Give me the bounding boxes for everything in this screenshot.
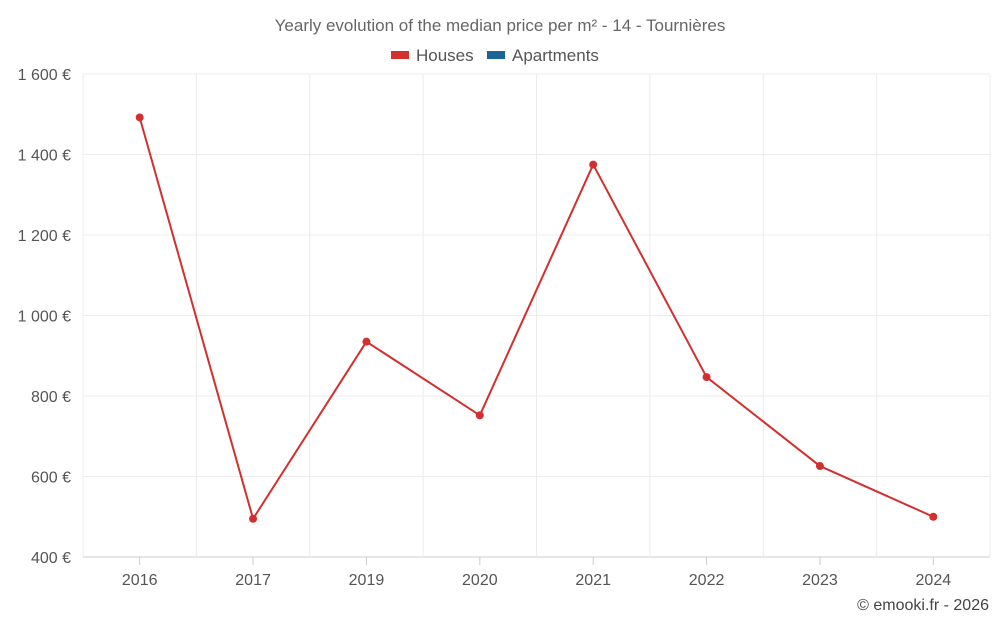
- chart-title: Yearly evolution of the median price per…: [275, 16, 726, 35]
- legend-swatch-apartments: [487, 51, 505, 59]
- data-point-2021[interactable]: [589, 160, 598, 169]
- legend-item-houses[interactable]: Houses: [391, 46, 474, 65]
- legend: Houses Apartments: [391, 46, 599, 65]
- y-tick-label: 800 €: [31, 389, 71, 406]
- y-tick-label: 1 600 €: [18, 67, 71, 84]
- x-tick-label: 2019: [349, 572, 385, 589]
- grid: [82, 73, 991, 558]
- legend-item-apartments[interactable]: Apartments: [487, 46, 599, 65]
- y-tick-label: 400 €: [31, 550, 71, 567]
- y-tick-label: 1 000 €: [18, 309, 71, 326]
- y-tick-label: 1 200 €: [18, 228, 71, 245]
- data-point-2017[interactable]: [249, 514, 258, 523]
- data-point-2022[interactable]: [702, 373, 711, 382]
- x-tick-label: 2023: [802, 572, 838, 589]
- series-line-houses: [138, 117, 934, 520]
- data-point-2024[interactable]: [929, 512, 938, 521]
- x-tick-label: 2022: [689, 572, 725, 589]
- x-tick-label: 2024: [916, 572, 952, 589]
- y-tick-label: 1 400 €: [18, 148, 71, 165]
- data-point-2023[interactable]: [815, 462, 824, 471]
- data-point-2016[interactable]: [135, 113, 144, 122]
- x-tick-label: 2017: [235, 572, 271, 589]
- legend-label-houses: Houses: [416, 46, 474, 65]
- legend-swatch-houses: [391, 51, 409, 59]
- y-axis: 400 € 600 € 800 € 1 000 € 1 200 € 1 400 € 1 60…: [18, 67, 71, 567]
- data-point-2020[interactable]: [475, 411, 484, 420]
- credit-text: © emooki.fr - 2026: [857, 597, 989, 614]
- legend-label-apartments: Apartments: [512, 46, 599, 65]
- data-point-2019[interactable]: [362, 337, 371, 346]
- x-tick-label: 2021: [575, 572, 611, 589]
- x-tick-label: 2020: [462, 572, 498, 589]
- series-houses: [135, 113, 938, 523]
- x-axis: 2016 2017 2019 2020 2021 2022 2023 2024: [122, 557, 951, 589]
- x-tick-label: 2016: [122, 572, 158, 589]
- y-tick-label: 600 €: [31, 470, 71, 487]
